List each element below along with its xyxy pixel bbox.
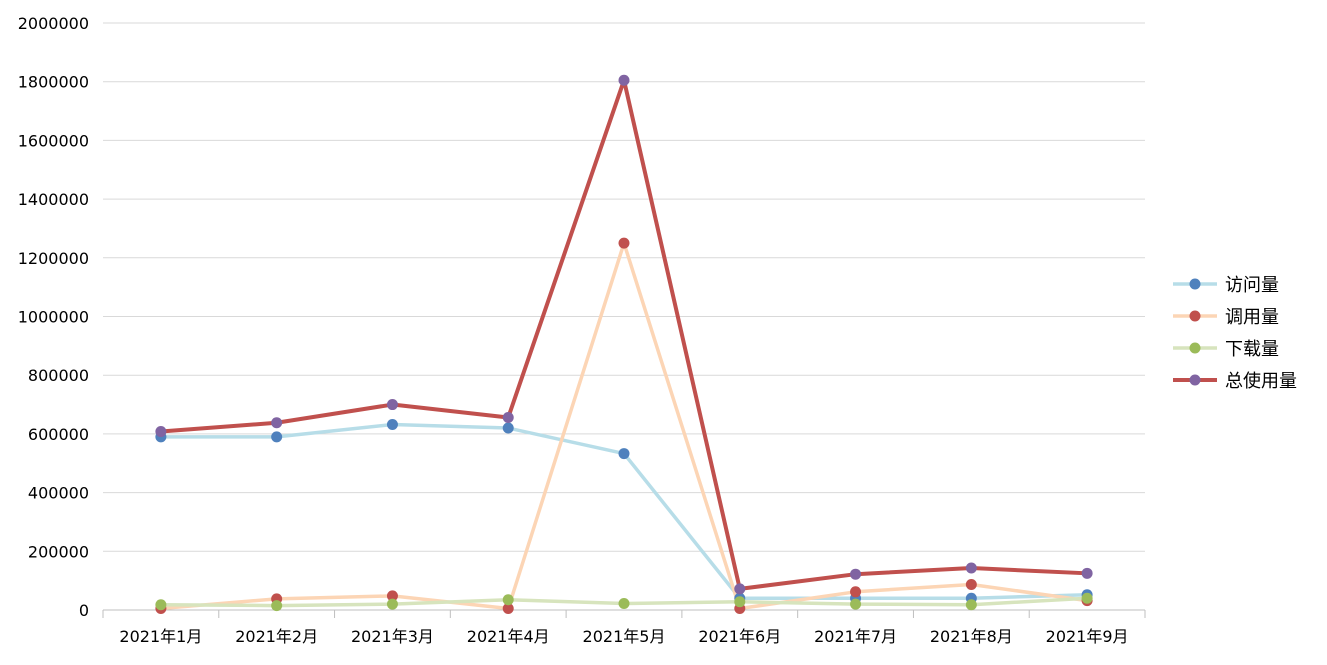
x-tick-label: 2021年1月 — [119, 627, 202, 646]
data-point — [155, 599, 167, 611]
series-group — [155, 74, 1093, 615]
series-line — [159, 241, 1089, 611]
data-point — [502, 422, 514, 434]
data-point — [965, 578, 977, 590]
legend-item: 下载量 — [1173, 339, 1279, 360]
y-tick-label: 200000 — [28, 542, 89, 561]
legend-marker — [1189, 342, 1201, 354]
data-point — [618, 74, 630, 86]
y-axis: 0 200000 400000 600000 800000 1000000 1200000 1… — [18, 14, 89, 620]
x-tick-label: 2021年6月 — [698, 627, 781, 646]
x-tick-label: 2021年7月 — [814, 627, 897, 646]
legend-marker — [1189, 374, 1201, 386]
y-tick-label: 0 — [79, 601, 89, 620]
x-axis: 2021年1月 2021年2月 2021年3月 2021年4月 2021年5月 2021年… — [102, 609, 1146, 646]
data-point — [618, 598, 630, 610]
y-tick-label: 600000 — [28, 425, 89, 444]
data-point — [965, 599, 977, 611]
x-tick-label: 2021年9月 — [1046, 627, 1129, 646]
y-tick-label: 1000000 — [18, 308, 89, 327]
y-tick-label: 800000 — [28, 366, 89, 385]
y-tick-label: 2000000 — [18, 14, 89, 33]
data-point — [850, 586, 862, 598]
data-point — [502, 411, 514, 423]
legend-item: 总使用量 — [1173, 371, 1297, 392]
data-point — [1081, 567, 1093, 579]
y-tick-label: 1200000 — [18, 249, 89, 268]
x-tick-label: 2021年8月 — [930, 627, 1013, 646]
data-point — [618, 448, 630, 460]
legend-marker — [1189, 310, 1201, 322]
y-tick-label: 400000 — [28, 484, 89, 503]
legend-label: 总使用量 — [1225, 371, 1297, 392]
x-tick-label: 2021年2月 — [235, 627, 318, 646]
y-tick-label: 1600000 — [18, 131, 89, 150]
legend-label: 访问量 — [1225, 275, 1279, 296]
x-tick-label: 2021年4月 — [467, 627, 550, 646]
y-tick-label: 1800000 — [18, 73, 89, 92]
data-point — [1081, 592, 1093, 604]
data-point — [618, 237, 630, 249]
y-tick-label: 1400000 — [18, 190, 89, 209]
data-point — [386, 419, 398, 431]
x-tick-label: 2021年3月 — [351, 627, 434, 646]
data-point — [734, 583, 746, 595]
data-point — [734, 596, 746, 608]
legend-item: 调用量 — [1173, 307, 1279, 328]
legend-label: 下载量 — [1225, 339, 1279, 360]
gridlines — [103, 22, 1145, 552]
data-point — [850, 568, 862, 580]
data-point — [502, 603, 514, 615]
data-point — [386, 590, 398, 602]
data-point — [965, 562, 977, 574]
legend-marker — [1189, 278, 1201, 290]
legend-label: 调用量 — [1225, 307, 1279, 328]
legend-item: 访问量 — [1173, 275, 1279, 296]
x-tick-label: 2021年5月 — [583, 627, 666, 646]
data-point — [271, 600, 283, 612]
data-point — [271, 417, 283, 429]
data-point — [386, 598, 398, 610]
data-point — [502, 594, 514, 606]
data-point — [155, 426, 167, 438]
series-line — [158, 78, 1090, 591]
data-point — [386, 399, 398, 411]
data-point — [271, 431, 283, 443]
data-point — [850, 598, 862, 610]
